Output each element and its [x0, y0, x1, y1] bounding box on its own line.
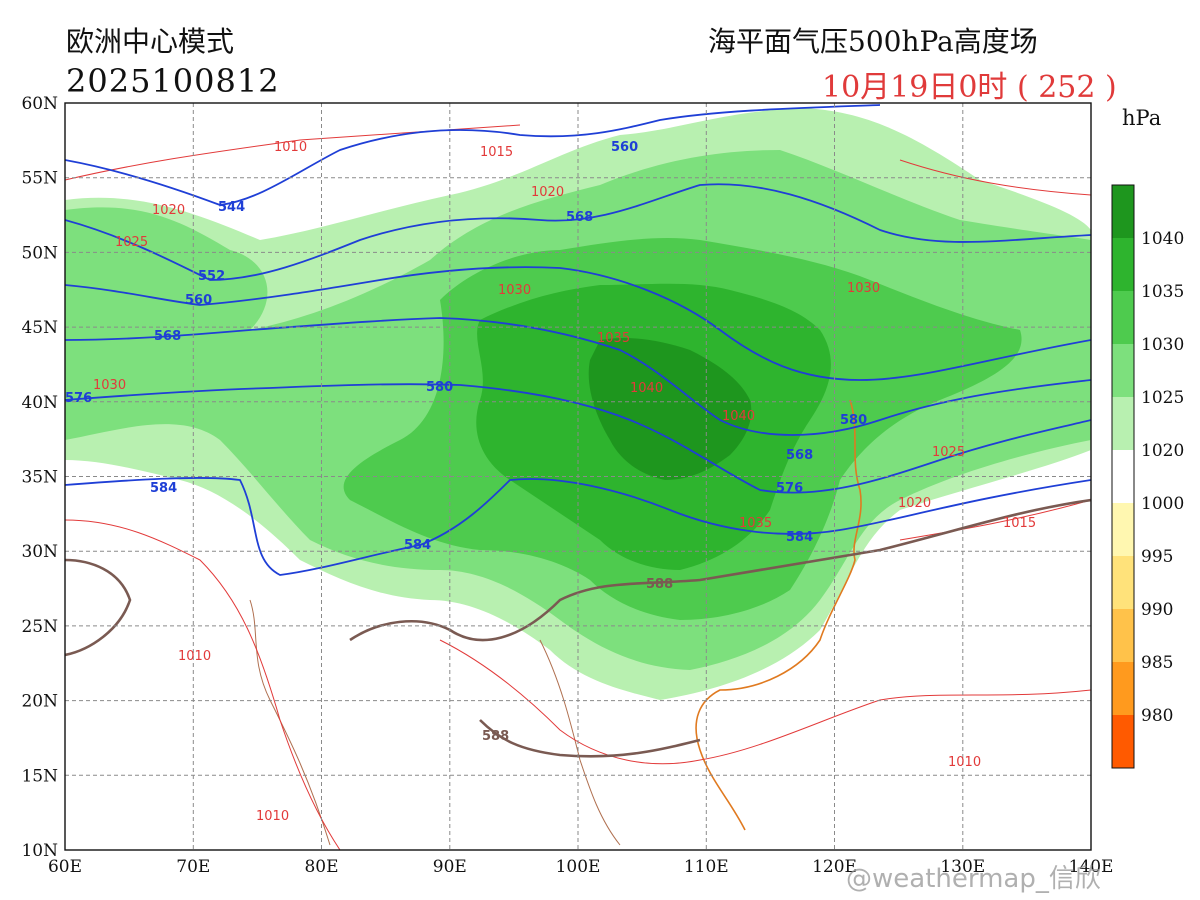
height-label: 568 — [154, 329, 181, 344]
colorbar-label: 980 — [1141, 706, 1173, 726]
lat-tick-label: 55N — [21, 169, 58, 189]
colorbar-swatch — [1112, 662, 1134, 716]
lat-tick-label: 20N — [21, 692, 58, 712]
colorbar-swatch — [1112, 503, 1134, 557]
height-label: 560 — [185, 293, 212, 308]
pressure-label: 1030 — [847, 281, 880, 296]
lon-tick-label: 90E — [433, 857, 467, 877]
height-label: 576 — [776, 481, 803, 496]
height-label: 580 — [840, 413, 867, 428]
colorbar-label: 1025 — [1141, 388, 1184, 408]
height-label: 584 — [786, 530, 813, 545]
lon-tick-label: 100E — [556, 857, 601, 877]
pressure-label: 1035 — [597, 331, 630, 346]
height-label: 584 — [404, 538, 431, 553]
pressure-label: 1020 — [152, 203, 185, 218]
ridge-label: 588 — [646, 577, 673, 592]
pressure-label: 1035 — [739, 516, 772, 531]
height-label: 584 — [150, 481, 177, 496]
pressure-label: 1020 — [898, 496, 931, 511]
colorbar-swatch — [1112, 715, 1134, 769]
colorbar-label: 995 — [1141, 547, 1173, 567]
lat-tick-label: 60N — [21, 94, 58, 114]
colorbar-label: 1000 — [1141, 494, 1184, 514]
colorbar-label: 1035 — [1141, 282, 1184, 302]
lat-tick-label: 40N — [21, 393, 58, 413]
lat-tick-label: 30N — [21, 542, 58, 562]
lat-tick-label: 25N — [21, 617, 58, 637]
lon-tick-label: 80E — [304, 857, 338, 877]
lat-tick-label: 15N — [21, 766, 58, 786]
pressure-label: 1015 — [480, 145, 513, 160]
pressure-label: 1030 — [498, 283, 531, 298]
colorbar-label: 990 — [1141, 600, 1173, 620]
colorbar-swatch — [1112, 344, 1134, 398]
lon-tick-label: 110E — [684, 857, 729, 877]
colorbar-label: 1030 — [1141, 335, 1184, 355]
height-label: 576 — [65, 391, 92, 406]
height-label: 568 — [566, 210, 593, 225]
latitude-axis: 60N 55N 50N 45N 40N 35N 30N 25N 20N 15N … — [21, 94, 58, 861]
height-label: 552 — [198, 269, 225, 284]
height-label: 568 — [786, 448, 813, 463]
colorbar-swatches — [1112, 185, 1134, 769]
colorbar-swatch — [1112, 397, 1134, 451]
height-label: 580 — [426, 380, 453, 395]
colorbar-swatch — [1112, 185, 1134, 239]
pressure-label: 1030 — [93, 378, 126, 393]
pressure-label: 1010 — [256, 809, 289, 824]
colorbar-swatch — [1112, 450, 1134, 504]
lat-tick-label: 45N — [21, 318, 58, 338]
watermark: @weathermap_信欣 — [846, 858, 1101, 895]
pressure-label: 1040 — [630, 381, 663, 396]
lon-tick-label: 60E — [48, 857, 82, 877]
pressure-label: 1015 — [1003, 516, 1036, 531]
pressure-label: 1010 — [178, 649, 211, 664]
colorbar-label: 1040 — [1141, 229, 1184, 249]
lat-tick-label: 50N — [21, 243, 58, 263]
pressure-label: 1040 — [722, 409, 755, 424]
colorbar-labels: 1040 1035 1030 1025 1020 1000 995 990 98… — [1141, 229, 1184, 726]
lon-tick-label: 70E — [176, 857, 210, 877]
pressure-label: 1010 — [274, 140, 307, 155]
pressure-label: 1020 — [531, 185, 564, 200]
lat-tick-label: 35N — [21, 468, 58, 488]
colorbar-label: 985 — [1141, 653, 1173, 673]
pressure-label: 1025 — [932, 445, 965, 460]
height-label: 544 — [218, 200, 245, 215]
colorbar-swatch — [1112, 291, 1134, 345]
colorbar-swatch — [1112, 556, 1134, 610]
colorbar-label: 1020 — [1141, 441, 1184, 461]
ridge-label: 588 — [482, 729, 509, 744]
colorbar-swatch — [1112, 609, 1134, 663]
height-label: 560 — [611, 140, 638, 155]
colorbar-swatch — [1112, 238, 1134, 292]
colorbar: 1040 1035 1030 1025 1020 1000 995 990 98… — [1112, 185, 1184, 769]
pressure-label: 1010 — [948, 755, 981, 770]
pressure-label: 1025 — [115, 235, 148, 250]
